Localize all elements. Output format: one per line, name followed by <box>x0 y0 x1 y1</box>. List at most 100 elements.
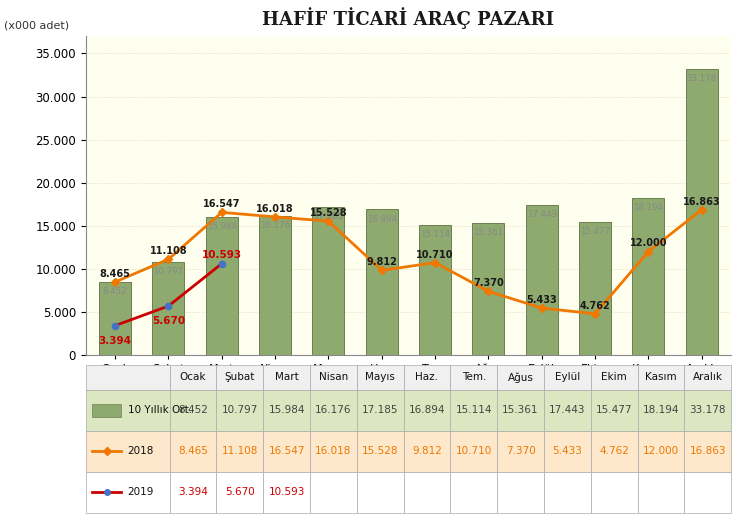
Text: 7.370: 7.370 <box>506 447 536 456</box>
Text: 16.863: 16.863 <box>689 447 726 456</box>
Bar <box>686 69 718 355</box>
Bar <box>357 472 404 513</box>
Text: 8.452: 8.452 <box>103 287 128 296</box>
Bar <box>86 472 169 513</box>
Text: 15.984: 15.984 <box>269 405 305 415</box>
Text: 8.465: 8.465 <box>178 447 208 456</box>
Text: 2019: 2019 <box>128 487 154 497</box>
Bar <box>357 365 404 390</box>
Text: 11.108: 11.108 <box>150 246 187 256</box>
Bar <box>99 282 131 355</box>
Text: Haz.: Haz. <box>416 372 439 382</box>
Text: 10.797: 10.797 <box>222 405 258 415</box>
Bar <box>357 390 404 431</box>
Text: 9.812: 9.812 <box>412 447 442 456</box>
Text: 16.547: 16.547 <box>269 447 305 456</box>
Bar <box>591 431 638 472</box>
Text: Ocak: Ocak <box>180 372 207 382</box>
Text: 10.593: 10.593 <box>269 487 305 497</box>
Text: 5.670: 5.670 <box>225 487 254 497</box>
Bar <box>472 223 504 355</box>
Bar <box>451 431 497 472</box>
Bar <box>544 431 591 472</box>
Bar <box>497 390 544 431</box>
Bar <box>313 207 345 355</box>
Text: 15.477: 15.477 <box>596 405 633 415</box>
Bar <box>638 390 684 431</box>
Bar <box>357 431 404 472</box>
Bar <box>86 390 169 431</box>
Bar <box>638 365 684 390</box>
Text: 3.394: 3.394 <box>178 487 208 497</box>
Bar <box>86 431 169 472</box>
Bar <box>310 431 357 472</box>
Text: Ekim: Ekim <box>601 372 627 382</box>
Text: 5.670: 5.670 <box>152 316 185 326</box>
Bar <box>216 472 263 513</box>
Text: Eylül: Eylül <box>555 372 580 382</box>
Text: 3.394: 3.394 <box>98 336 131 346</box>
Text: Mayıs: Mayıs <box>366 372 395 382</box>
Text: 12.000: 12.000 <box>643 447 679 456</box>
Text: 12.000: 12.000 <box>630 238 667 249</box>
Bar <box>169 472 216 513</box>
Text: 16.176: 16.176 <box>315 405 351 415</box>
Bar <box>310 390 357 431</box>
Bar <box>526 205 558 355</box>
Text: 15.984: 15.984 <box>207 222 236 232</box>
Text: Ağus: Ağus <box>507 372 533 383</box>
Bar <box>263 390 310 431</box>
Text: 16.894: 16.894 <box>409 405 445 415</box>
Bar <box>591 365 638 390</box>
Bar <box>206 217 238 355</box>
Text: 33.178: 33.178 <box>686 75 717 83</box>
Text: 8.452: 8.452 <box>178 405 208 415</box>
Text: 15.361: 15.361 <box>474 228 504 237</box>
Text: 16.176: 16.176 <box>260 221 290 229</box>
Text: 5.433: 5.433 <box>552 447 583 456</box>
Text: 10.593: 10.593 <box>201 250 242 260</box>
Text: 33.178: 33.178 <box>689 405 726 415</box>
Bar <box>169 431 216 472</box>
Bar <box>263 472 310 513</box>
Bar <box>419 225 451 355</box>
Text: 17.185: 17.185 <box>313 212 343 221</box>
Text: 17.443: 17.443 <box>549 405 586 415</box>
Bar <box>310 472 357 513</box>
Bar <box>591 390 638 431</box>
Bar <box>544 390 591 431</box>
Bar <box>259 215 291 355</box>
Bar <box>544 365 591 390</box>
Text: 15.114: 15.114 <box>420 230 450 239</box>
Text: 16.863: 16.863 <box>683 197 721 207</box>
Text: 10.797: 10.797 <box>154 267 184 276</box>
Bar <box>497 472 544 513</box>
Bar <box>684 431 731 472</box>
Text: 15.477: 15.477 <box>580 227 610 236</box>
Bar <box>684 472 731 513</box>
Bar <box>216 431 263 472</box>
Bar <box>152 262 184 355</box>
Text: 11.108: 11.108 <box>222 447 258 456</box>
Bar <box>404 365 451 390</box>
Bar <box>497 431 544 472</box>
Text: Tem.: Tem. <box>462 372 486 382</box>
Text: 10.710: 10.710 <box>416 250 454 260</box>
Text: Şubat: Şubat <box>225 372 255 382</box>
Bar <box>591 472 638 513</box>
Text: 5.433: 5.433 <box>527 295 557 305</box>
Text: 16.018: 16.018 <box>316 447 351 456</box>
Text: Nisan: Nisan <box>319 372 348 382</box>
Bar <box>451 390 497 431</box>
Text: 15.114: 15.114 <box>456 405 492 415</box>
Text: 16.018: 16.018 <box>257 204 294 214</box>
Bar <box>451 365 497 390</box>
Bar <box>404 431 451 472</box>
Bar <box>544 472 591 513</box>
Bar <box>633 198 665 355</box>
Bar <box>366 209 398 355</box>
Text: 10.710: 10.710 <box>456 447 492 456</box>
Text: 15.528: 15.528 <box>362 447 398 456</box>
Text: 16.547: 16.547 <box>203 199 240 209</box>
Text: 4.762: 4.762 <box>599 447 629 456</box>
